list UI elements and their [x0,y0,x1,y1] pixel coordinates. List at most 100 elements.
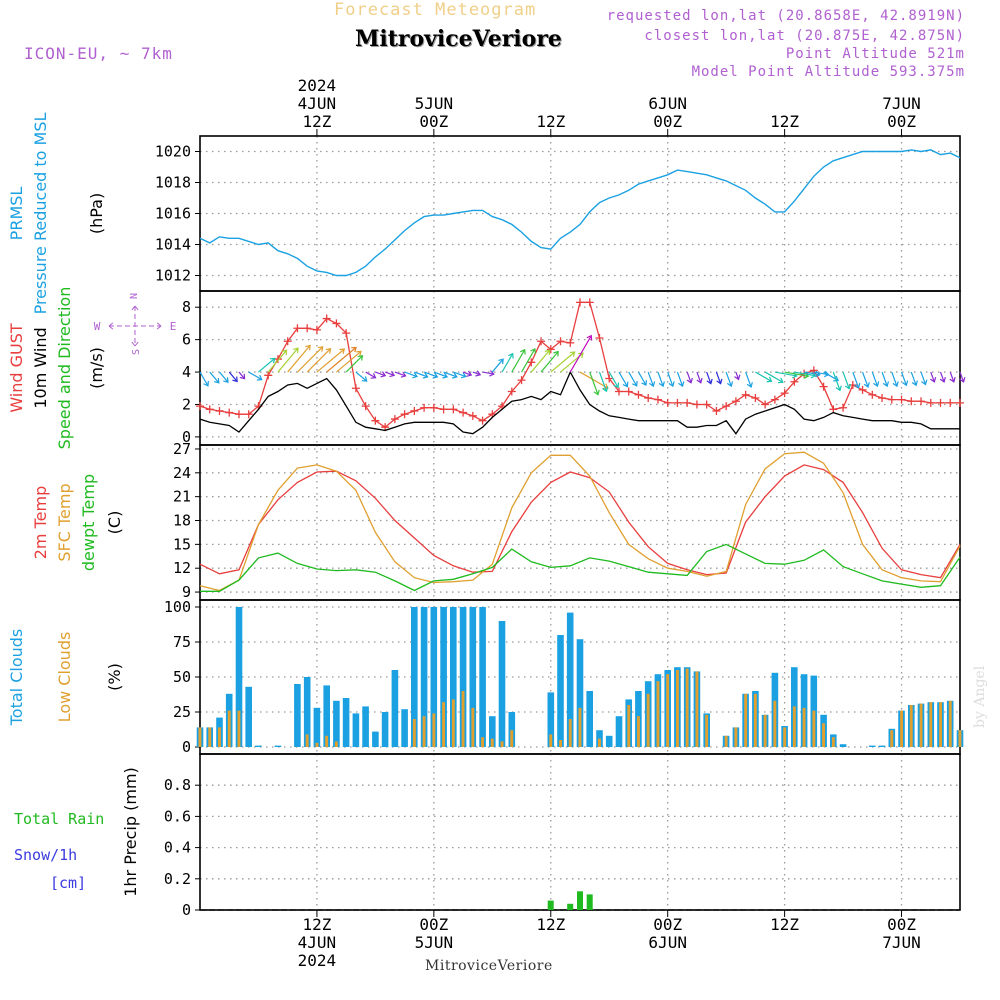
pressure-axis-label: Pressure Reduced to MSL [31,112,50,314]
wind-arrow-head [930,377,937,383]
low-cloud-bar [734,727,738,747]
wind-arrow-head [734,374,741,381]
wind-gust-marker [858,385,867,394]
compass-west: W [94,320,101,333]
wind-arrow [745,371,753,388]
wind-arrow [706,371,713,385]
temperature-ytick-label: 27 [173,440,191,458]
wind-gust-marker [468,411,477,420]
wind-gust-marker [332,319,341,328]
wind-arrow-shaft [647,371,654,387]
wind-arrow-head [726,381,734,388]
wind-arrow-head [544,349,551,356]
wind-arrow-shaft [881,371,888,387]
wind-arrow-head [203,380,209,387]
top-time-label: 12Z [302,112,331,131]
wind-axis-label: Wind GUST [7,323,26,413]
top-time-label: 12Z [536,112,565,131]
wind-gust-marker [225,408,234,417]
total-cloud-bar [605,735,613,747]
wind-arrow [755,371,773,383]
wind-arrow [482,370,495,377]
total-cloud-bar [878,745,886,747]
wind-arrow-shaft [745,371,752,388]
wind-arrow-shaft [930,371,935,383]
rain-bar [567,903,574,910]
low-cloud-bar [890,730,894,747]
wind-arrow-shaft [297,346,324,373]
wind-gust-marker [692,400,701,409]
total-cloud-bar [440,607,447,747]
wind-arrow [384,370,396,378]
wind-arrow [511,348,526,373]
wind-arrow-shaft [871,371,879,387]
wind-arrow [306,347,332,373]
total-cloud-bar [391,670,399,747]
wind-arrow-head [678,381,685,388]
precipitation-ytick-label: 0 [182,901,191,919]
wind-arrow [852,371,861,389]
wind-arrow-shaft [725,371,732,387]
wind-arrow-shaft [862,371,869,388]
pressure-ytick-label: 1018 [155,174,191,192]
total-cloud-bar [274,745,282,747]
wind-arrow [277,347,299,373]
low-cloud-bar [305,734,309,747]
total-cloud-bar [547,692,555,747]
wind-arrow-head [716,378,723,385]
wind-compass: N S W E [94,293,177,355]
wind-arrow-shaft [803,371,820,376]
low-cloud-bar [695,671,699,747]
wind-arrow-head [451,372,458,379]
wind-arrow-shaft [715,371,722,384]
low-cloud-bar [218,727,221,747]
wind-arrow-head [293,347,299,354]
bottom-time-label: 00Z [887,915,916,934]
low-cloud-bar [598,738,601,747]
top-time-label: 12Z [770,112,799,131]
wind-arrow [774,371,798,379]
wind-arrow-shaft [228,371,238,382]
top-time-label: 7JUN [882,94,921,113]
wind-arrow [404,371,419,379]
snow-unit-label: [cm] [50,874,86,892]
wind-arrow-head [835,385,842,392]
wind-gust-marker [361,402,370,411]
wind-arrow-shaft [326,346,357,373]
low-cloud-bar [685,668,689,747]
total-cloud-bar [303,677,311,747]
wind-arrow [881,371,890,388]
rain-bar [547,900,554,910]
wind-arrow-shaft [900,371,907,386]
wind-arrow-head [641,380,647,386]
wind-arrow-head [959,377,966,383]
bottom-time-label: 5JUN [415,933,454,952]
total-cloud-bar [411,607,418,747]
wind-gust-marker [215,406,224,415]
temperature-ytick-label: 18 [173,512,191,530]
bottom-time-label: 6JUN [648,933,687,952]
requested-coords: requested lon,lat (20.8658E, 42.8919N) [606,8,965,24]
snow-legend-label: Snow/1h [14,846,77,864]
wind-arrow-head [442,372,449,379]
low-cloud-bar [831,737,835,747]
wind-arrow-shaft [696,371,702,383]
wind-arrow-shaft [521,348,536,373]
wind-speed-line [199,370,960,435]
low-cloud-bar [763,714,767,747]
low-cloud-bar [637,716,640,747]
top-time-label: 2024 [298,76,337,95]
wind-gust-marker [303,324,312,333]
total-cloud-bar [381,712,389,747]
low-cloud-bar [227,710,231,747]
total-cloud-bar [557,635,564,747]
top-time-label: 00Z [653,112,682,131]
wind-arrow [734,371,741,381]
total-cloud-bar [342,698,350,747]
wind-arrow-head [223,377,229,383]
wind-arrow-head [911,380,918,387]
low-cloud-bar [578,707,582,747]
wind-arrow-head [706,378,713,385]
wind-arrow [394,371,407,378]
low-cloud-bar [948,700,952,747]
